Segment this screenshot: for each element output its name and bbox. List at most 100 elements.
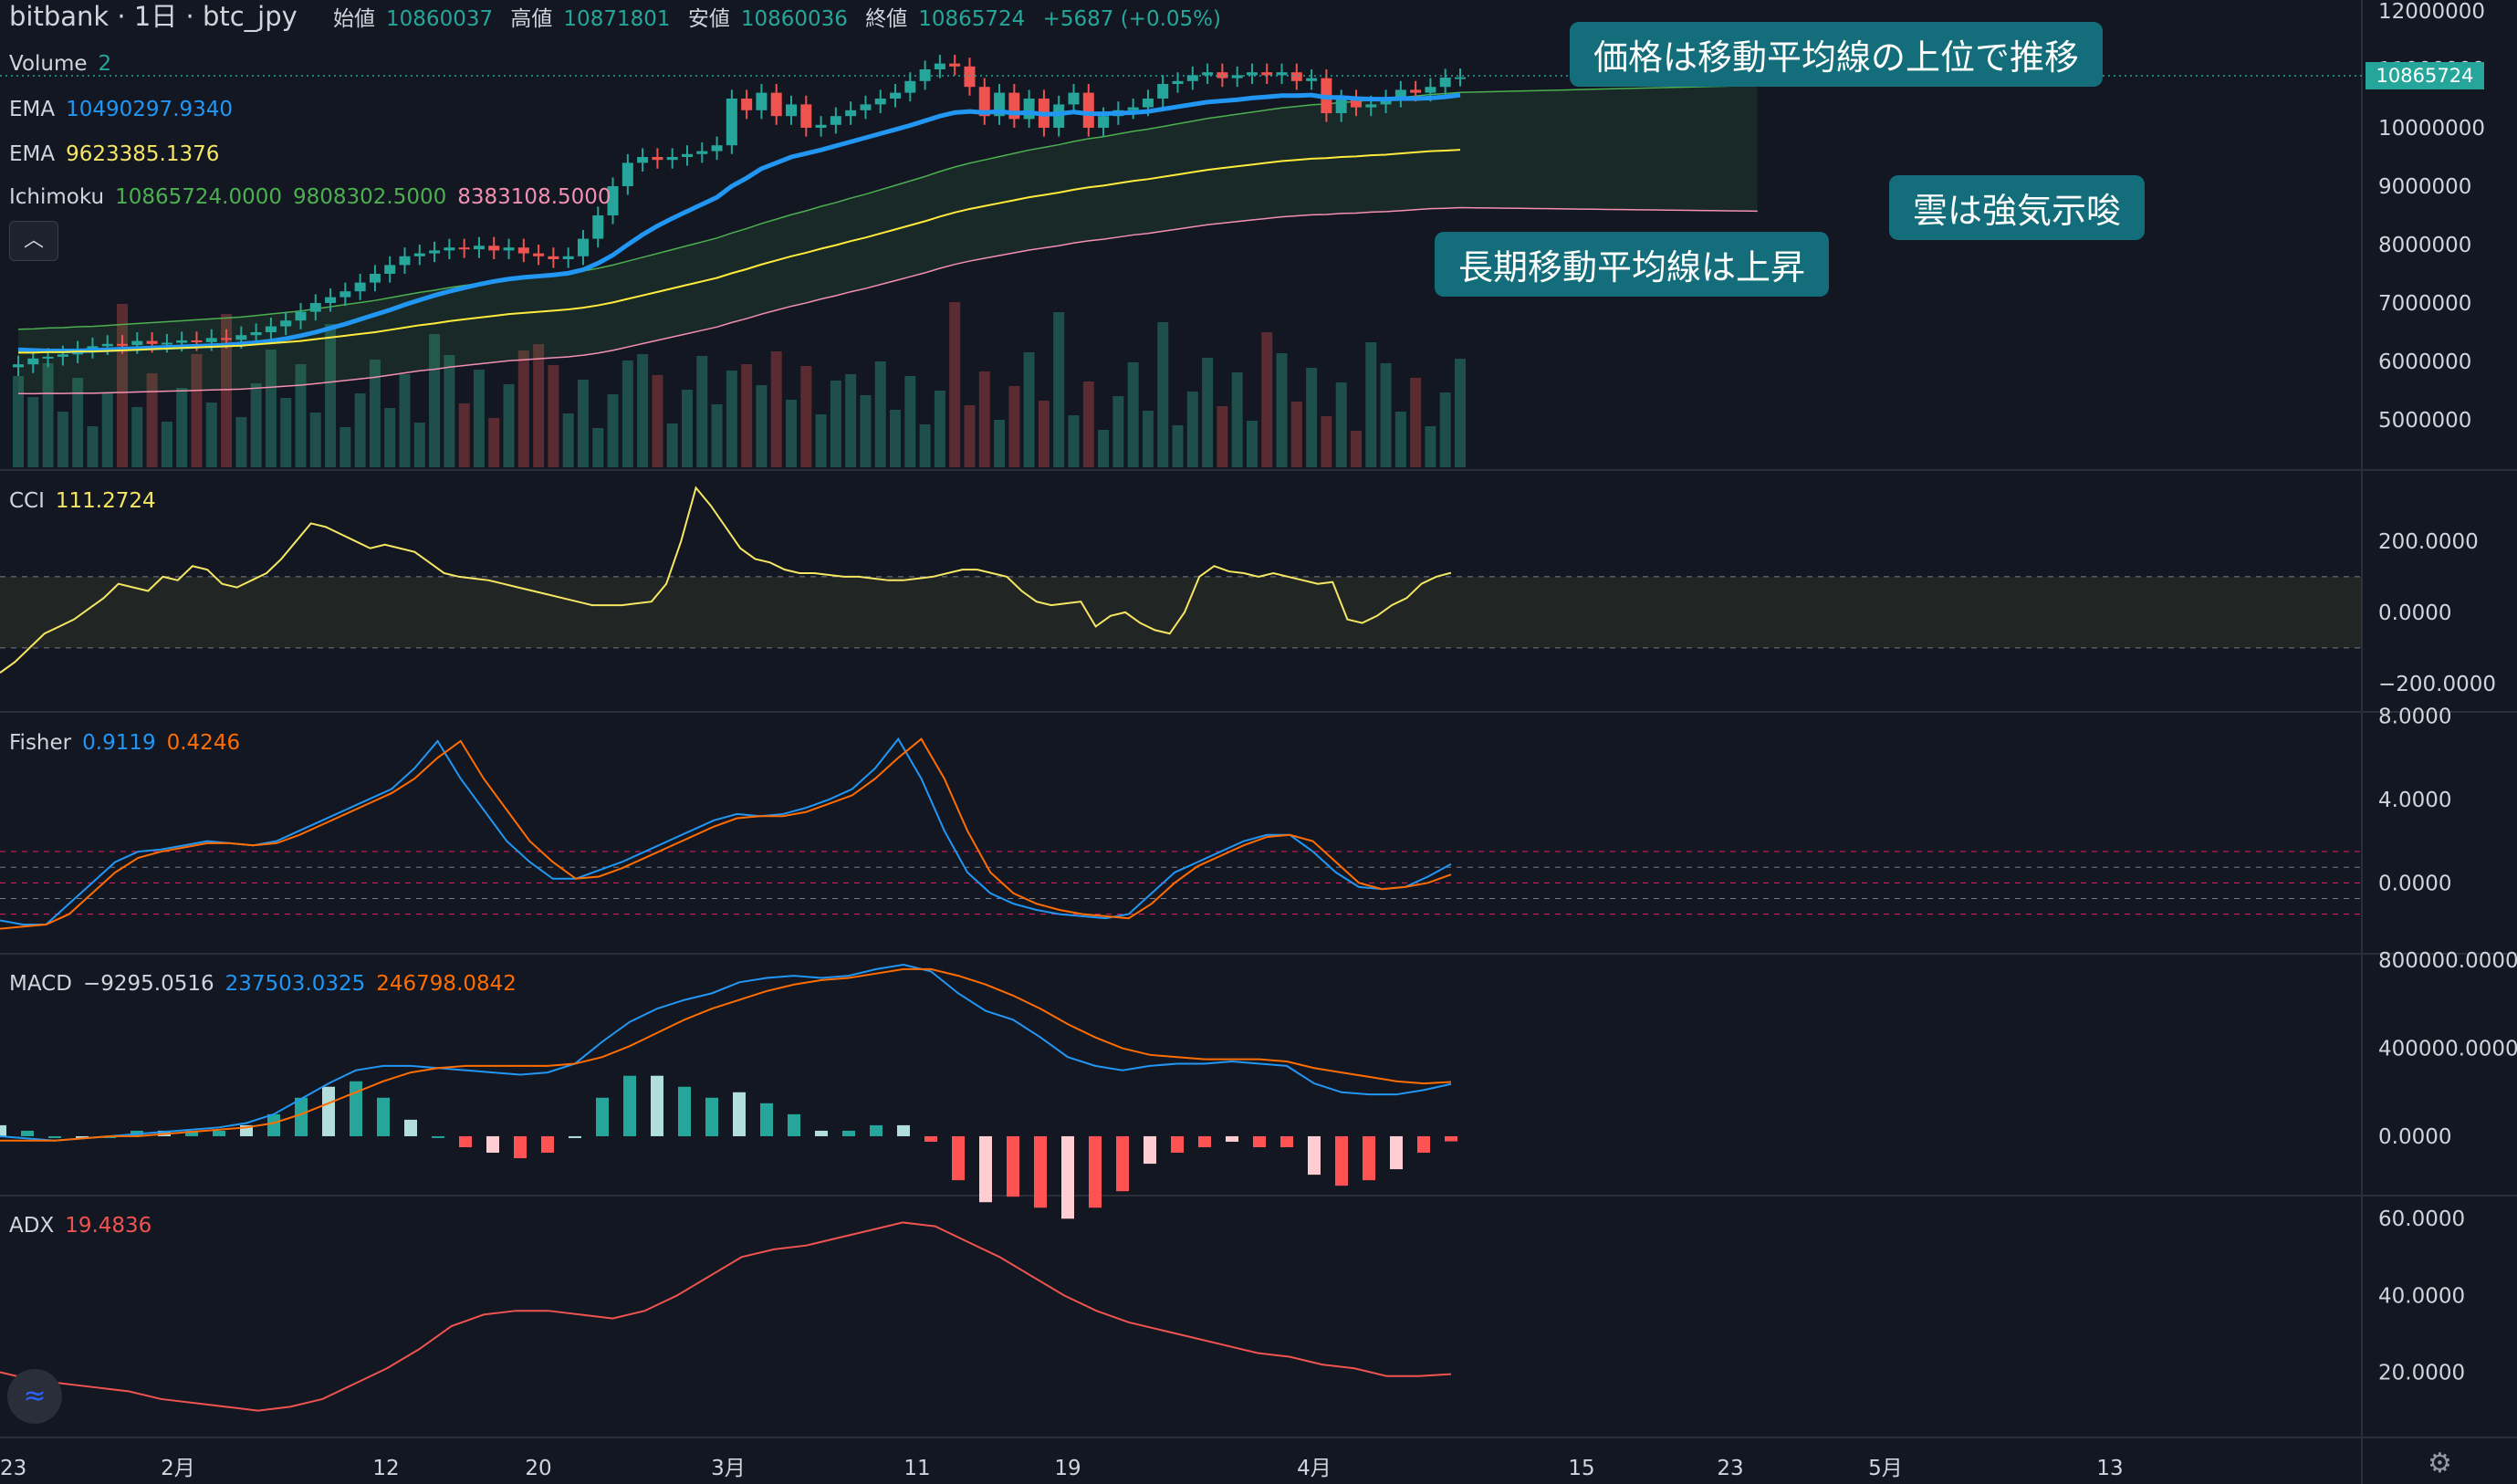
callout-cloud-bullish: 雲は強気示唆 — [1889, 175, 2146, 240]
candle-body — [117, 343, 129, 346]
volume-bar — [845, 374, 857, 467]
macd-histogram-bar — [924, 1135, 937, 1142]
ichimoku-span-b — [17, 206, 1758, 395]
volume-bar — [235, 417, 247, 467]
volume-bar — [176, 388, 188, 467]
legend-macd[interactable]: MACD −9295.0516 237503.0325 246798.0842 — [9, 971, 527, 997]
macd-histogram-bar — [1061, 1135, 1074, 1219]
legend-volume[interactable]: Volume 2 — [9, 51, 122, 77]
logo-icon[interactable]: ≈ — [7, 1369, 62, 1424]
volume-bar — [1410, 378, 1422, 467]
x-tick-label: 3月 — [711, 1457, 746, 1480]
macd-histogram-bar — [623, 1075, 636, 1136]
candle-body — [607, 186, 619, 215]
volume-bar — [488, 418, 500, 467]
candle-body — [1306, 78, 1318, 81]
change-value: +5687 (+0.05%) — [1042, 7, 1221, 31]
symbol-title[interactable]: bitbank · 1日 · btc_jpy — [9, 1, 298, 32]
volume-bar — [711, 404, 723, 467]
macd-histogram-bar — [1089, 1135, 1102, 1208]
candle-body — [770, 92, 782, 117]
candle-body — [13, 364, 24, 368]
volume-bar — [1142, 411, 1154, 467]
legend-ema-fast[interactable]: EMA 10490297.9340 — [9, 97, 244, 122]
legend-label: CCI — [9, 489, 45, 513]
candle-body — [1261, 72, 1273, 76]
macd-histogram-bar — [1253, 1135, 1266, 1147]
legend-label: ADX — [9, 1214, 55, 1238]
macd-histogram-bar — [295, 1097, 308, 1136]
x-tick-label: 20 — [525, 1457, 551, 1480]
legend-fisher[interactable]: Fisher 0.9119 0.4246 — [9, 730, 251, 756]
x-tick-label: 4月 — [1297, 1457, 1332, 1480]
low-value: 10860036 — [740, 7, 848, 31]
macd-histogram-bar — [979, 1135, 992, 1203]
open-value: 10860037 — [386, 7, 494, 31]
candle-body — [1439, 77, 1451, 88]
volume-bar — [726, 371, 737, 467]
symbol-header: bitbank · 1日 · btc_jpy 始値 10860037 高値 1087… — [9, 4, 1243, 32]
volume-bar — [994, 420, 1006, 467]
macd-histogram-bar — [514, 1135, 527, 1159]
gear-icon[interactable]: ⚙ — [2428, 1447, 2452, 1479]
volume-bar — [756, 385, 768, 467]
macd-histogram-bar — [569, 1135, 581, 1138]
legend-cci[interactable]: CCI 111.2724 — [9, 488, 167, 514]
candle-body — [934, 63, 945, 69]
volume-bar — [1186, 392, 1198, 467]
candle-body — [1082, 92, 1094, 128]
legend-label: Ichimoku — [9, 185, 105, 209]
volume-bar — [87, 426, 99, 467]
y-tick-label: 8000000 — [2378, 234, 2471, 257]
candle-body — [27, 358, 39, 365]
volume-bar — [681, 390, 693, 467]
volume-bar — [1202, 358, 1214, 467]
volume-bar — [1290, 402, 1302, 467]
candle-body — [786, 104, 798, 117]
candle-body — [1202, 72, 1214, 76]
ichimoku-cloud — [18, 85, 1758, 394]
volume-bar — [964, 405, 976, 467]
legend-adx[interactable]: ADX 19.4836 — [9, 1213, 162, 1238]
candle-body — [161, 342, 172, 345]
collapse-legend-button[interactable]: ︿ — [9, 221, 58, 261]
candle-body — [1335, 99, 1347, 113]
volume-bar — [1082, 381, 1094, 467]
legend-value: 246798.0842 — [376, 972, 517, 996]
candle-body — [1290, 72, 1302, 81]
y-tick-label: 400000.0000 — [2378, 1038, 2517, 1061]
candle-body — [978, 87, 990, 117]
volume-bar — [295, 364, 307, 467]
y-tick-label: 0.0000 — [2378, 1125, 2451, 1149]
volume-bar — [741, 364, 753, 467]
volume-bar — [1098, 430, 1110, 467]
volume-bar — [607, 394, 619, 467]
candle-body — [1142, 99, 1154, 108]
candle-body — [1023, 99, 1035, 120]
volume-bar — [1306, 368, 1318, 467]
y-tick-label: 4.0000 — [2378, 789, 2451, 812]
macd-histogram-bar — [760, 1103, 773, 1136]
volume-bar — [592, 428, 604, 467]
y-tick-label: 6000000 — [2378, 350, 2471, 374]
candle-body — [146, 340, 158, 344]
legend-label: EMA — [9, 98, 56, 121]
volume-bar — [503, 384, 515, 467]
volume-bar — [1394, 412, 1406, 467]
volume-bar — [221, 314, 233, 467]
volume-bar — [1425, 426, 1436, 467]
candle-body — [101, 343, 113, 347]
candle-body — [874, 99, 886, 105]
legend-ichimoku[interactable]: Ichimoku 10865724.0000 9808302.5000 8383108… — [9, 184, 622, 210]
volume-bar — [280, 398, 292, 467]
candle-body — [592, 215, 604, 239]
y-tick-label: 5000000 — [2378, 409, 2471, 433]
volume-bar — [1008, 386, 1020, 467]
legend-ema-slow[interactable]: EMA 9623385.1376 — [9, 141, 230, 167]
candle-body — [696, 151, 708, 154]
candle-body — [845, 110, 857, 117]
volume-bar — [444, 355, 455, 467]
volume-bar — [815, 414, 827, 467]
candle-body — [919, 69, 931, 81]
